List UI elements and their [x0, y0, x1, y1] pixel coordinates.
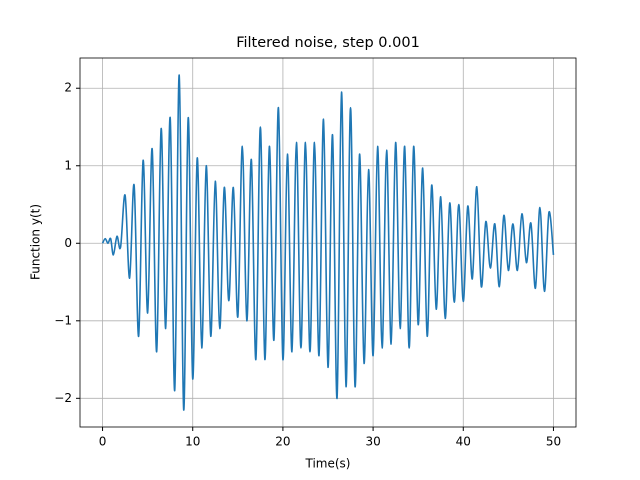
data-line: [101, 74, 555, 411]
x-tick-label: 40: [456, 435, 471, 449]
x-axis-label: Time(s): [305, 457, 351, 471]
x-tick-label: 30: [365, 435, 380, 449]
x-tick-label: 0: [99, 435, 107, 449]
y-tick-label: −2: [54, 391, 72, 405]
x-tick-label: 50: [546, 435, 561, 449]
y-tick-label: 0: [64, 236, 72, 250]
x-tick-label: 10: [185, 435, 200, 449]
x-tick-label: 20: [275, 435, 290, 449]
y-tick-label: 2: [64, 81, 72, 95]
plot-frame: [79, 57, 577, 428]
y-axis-label: Function y(t): [29, 204, 43, 280]
y-tick-label: −1: [54, 313, 72, 327]
y-tick-label: 1: [64, 158, 72, 172]
chart-title: Filtered noise, step 0.001: [236, 35, 420, 51]
